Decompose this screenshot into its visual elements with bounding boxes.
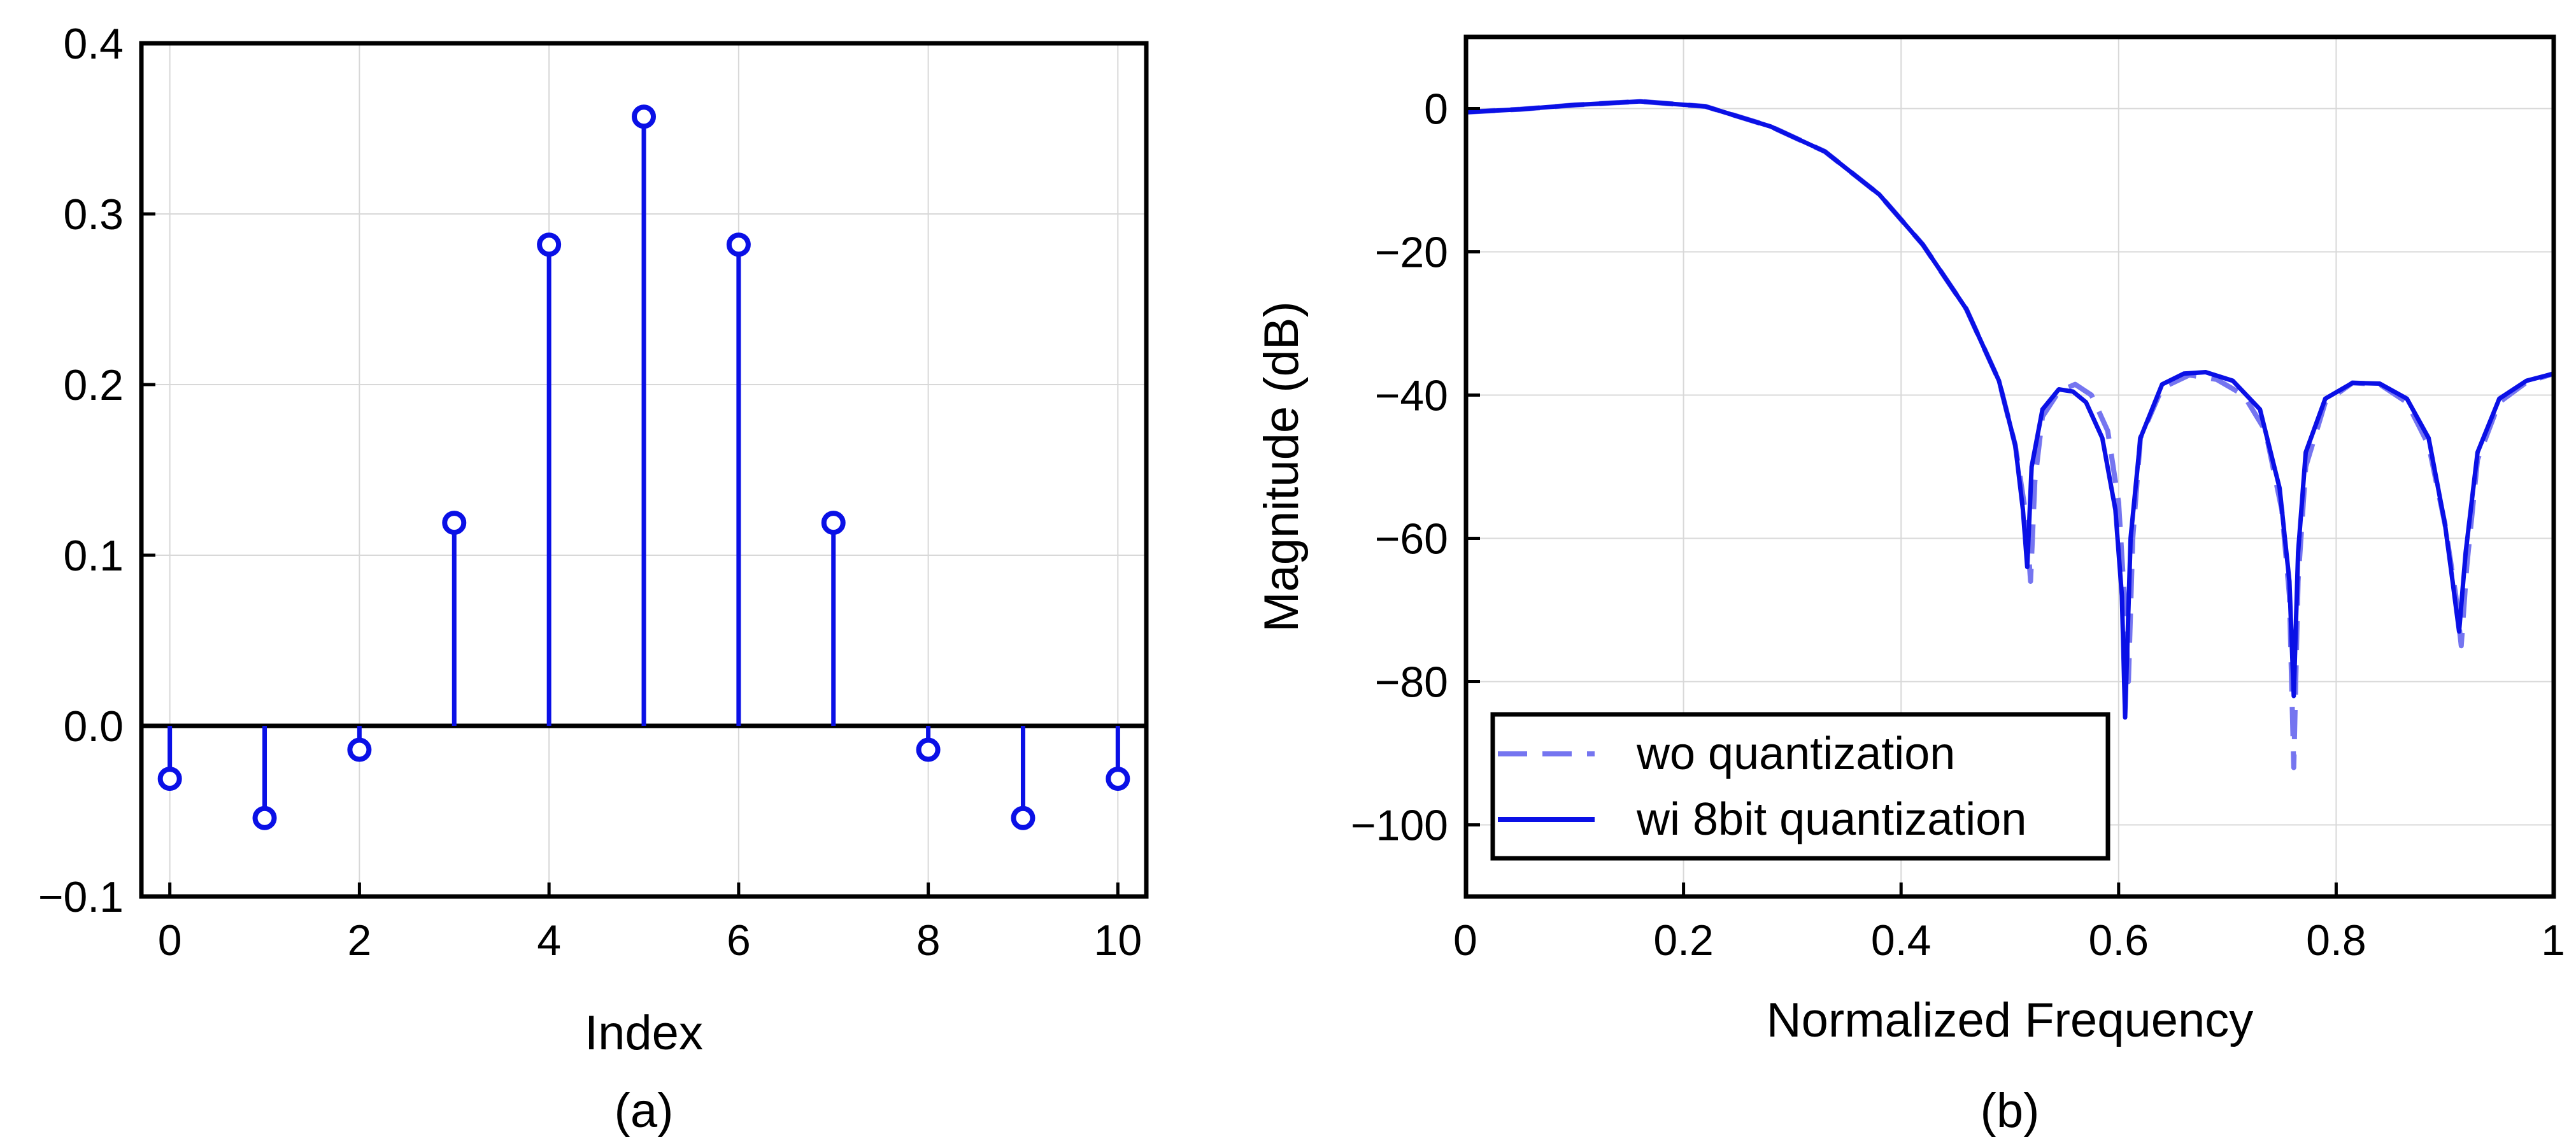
y-tick-label-0-4: 0.4 bbox=[63, 20, 124, 68]
x-tick-label-0-2: 0.2 bbox=[1653, 916, 1714, 965]
chart-b: 0 0.2 0.4 0.6 0.8 1 0 −20 −40 −60 −80 −100 Normaliz… bbox=[1255, 34, 2565, 1138]
chart-b-ticks: 0 0.2 0.4 0.6 0.8 1 0 −20 −40 −60 −80 −100 bbox=[1351, 85, 2565, 965]
x-tick-label-4: 4 bbox=[537, 916, 561, 965]
chart-a-frame bbox=[139, 41, 1149, 899]
x-tick-label-0-8: 0.8 bbox=[2306, 916, 2366, 965]
chart-b-panel-label: (b) bbox=[1981, 1084, 2040, 1138]
y-tick-label-minus-0-1: −0.1 bbox=[38, 873, 124, 921]
stem-marker-0 bbox=[157, 767, 182, 791]
stem-marker-9 bbox=[1011, 805, 1035, 830]
y-tick-label-0-0: 0.0 bbox=[63, 702, 124, 751]
y-tick-label-minus-40: −40 bbox=[1375, 372, 1448, 420]
stem-marker-3 bbox=[442, 511, 467, 535]
chart-a-stems bbox=[157, 104, 1130, 830]
chart-b-y-axis-label: Magnitude (dB) bbox=[1255, 301, 1309, 632]
y-tick-label-0: 0 bbox=[1424, 85, 1448, 134]
stem-marker-2 bbox=[347, 737, 372, 762]
series-line-wi-8bit-quantization bbox=[1463, 99, 2556, 720]
chart-b-x-axis-label: Normalized Frequency bbox=[1767, 993, 2254, 1047]
stem-marker-8 bbox=[916, 737, 941, 762]
x-tick-label-1: 1 bbox=[2541, 916, 2565, 965]
stem-marker-5 bbox=[632, 104, 656, 129]
stem-marker-6 bbox=[726, 232, 751, 257]
y-tick-label-minus-60: −60 bbox=[1375, 515, 1448, 563]
chart-a-ticks: 0 2 4 6 8 10 −0.1 0.0 0.1 0.2 0.3 0.4 bbox=[38, 20, 1142, 965]
x-tick-label-0: 0 bbox=[158, 916, 182, 965]
chart-a-x-axis-label: Index bbox=[585, 1006, 703, 1060]
x-tick-label-2: 2 bbox=[347, 916, 371, 965]
stem-marker-10 bbox=[1106, 767, 1130, 791]
x-tick-label-6: 6 bbox=[727, 916, 751, 965]
stem-marker-1 bbox=[252, 805, 277, 830]
chart-b-frame bbox=[1463, 34, 2556, 899]
y-tick-label-0-3: 0.3 bbox=[63, 190, 124, 239]
y-tick-label-minus-20: −20 bbox=[1375, 229, 1448, 277]
stem-marker-4 bbox=[537, 232, 562, 257]
y-tick-label-0-2: 0.2 bbox=[63, 361, 124, 409]
x-tick-label-0: 0 bbox=[1453, 916, 1477, 965]
chart-a-panel-label: (a) bbox=[615, 1084, 674, 1138]
chart-a: 0 2 4 6 8 10 −0.1 0.0 0.1 0.2 0.3 0.4 Index (a) bbox=[38, 20, 1149, 1138]
y-tick-label-minus-100: −100 bbox=[1351, 802, 1448, 850]
chart-b-legend: wo quantization wi 8bit quantization bbox=[1490, 712, 2110, 861]
stem-marker-7 bbox=[821, 511, 846, 535]
chart-b-legend-box bbox=[1490, 712, 2110, 861]
legend-label-wi-8bit-quantization: wi 8bit quantization bbox=[1636, 794, 2026, 845]
x-tick-label-0-6: 0.6 bbox=[2089, 916, 2149, 965]
y-tick-label-minus-80: −80 bbox=[1375, 658, 1448, 707]
y-tick-label-0-1: 0.1 bbox=[63, 532, 124, 580]
chart-b-series bbox=[1463, 99, 2556, 770]
legend-label-wo-quantization: wo quantization bbox=[1636, 728, 1955, 779]
x-tick-label-8: 8 bbox=[916, 916, 941, 965]
x-tick-label-0-4: 0.4 bbox=[1871, 916, 1932, 965]
series-line-wo-quantization bbox=[1465, 99, 2555, 770]
x-tick-label-10: 10 bbox=[1094, 916, 1142, 965]
